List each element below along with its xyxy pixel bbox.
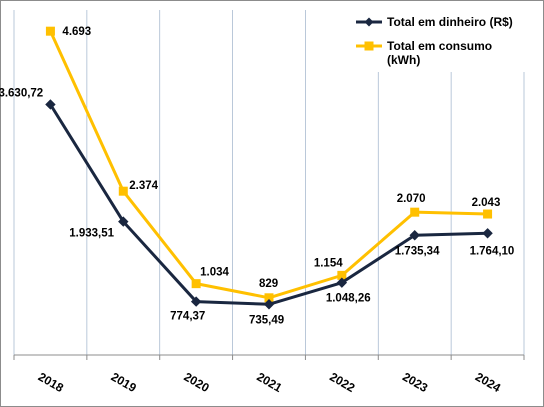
data-label: 2.374 — [129, 180, 158, 192]
x-axis-ticks: 2018 2019 2020 2021 2022 2023 2024 — [13, 355, 525, 395]
data-label: 3.630,72 — [0, 87, 43, 99]
data-point — [409, 230, 420, 241]
data-point — [264, 293, 274, 303]
data-label: 829 — [259, 278, 278, 290]
legend: Total em dinheiro (R$) Total em consumo(k… — [350, 8, 536, 72]
data-label: 4.693 — [62, 26, 91, 38]
legend-swatch-marker — [364, 41, 374, 51]
legend-label: (kWh) — [387, 53, 420, 67]
series-consumo — [45, 26, 493, 303]
data-point — [482, 228, 493, 239]
data-label: 774,37 — [170, 311, 205, 323]
data-point — [45, 99, 56, 110]
data-point — [410, 207, 420, 217]
legend-box — [350, 8, 536, 72]
legend-swatch-marker — [364, 17, 374, 27]
data-label: 2.043 — [472, 197, 501, 209]
data-label: 1.933,51 — [69, 228, 114, 240]
data-label: 735,49 — [249, 314, 284, 326]
data-label: 1.034 — [200, 267, 229, 279]
legend-label: Total em dinheiro (R$) — [387, 15, 513, 29]
data-label: 1.735,34 — [395, 245, 440, 257]
data-point — [45, 26, 55, 36]
legend-label: Total em consumo — [387, 39, 492, 53]
data-point — [191, 279, 201, 289]
data-point — [263, 299, 275, 310]
data-label: 2.070 — [397, 193, 426, 205]
data-label: 1.048,26 — [326, 293, 371, 305]
data-point — [336, 277, 348, 288]
series-layer: 3.630,72 1.933,51 774,37 735,49 1.048,26 1.73… — [0, 26, 514, 326]
data-label: 1.154 — [314, 257, 343, 269]
data-point — [190, 296, 202, 307]
data-point — [118, 216, 129, 227]
data-point — [118, 186, 128, 196]
gridlines — [13, 10, 525, 355]
series-dinheiro — [45, 99, 493, 310]
data-point — [337, 270, 347, 280]
data-point — [483, 209, 493, 219]
data-label: 1.764,10 — [470, 245, 515, 257]
